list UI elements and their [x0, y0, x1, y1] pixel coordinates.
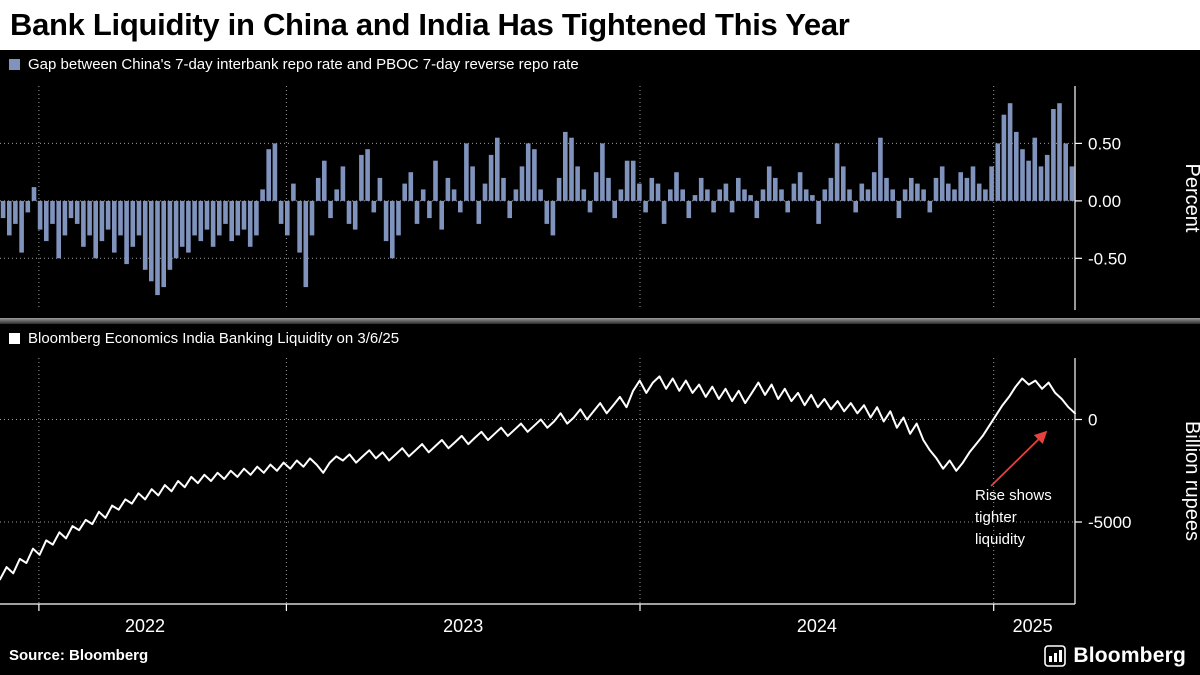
title-bar: Bank Liquidity in China and India Has Ti…: [0, 0, 1200, 50]
x-tick-label: 2025: [1013, 616, 1053, 636]
india-liquidity-chart: 0 -5000 2022 2023 2024 2025 Billion rupees Rise…: [0, 358, 1200, 636]
annotation-arrow: [990, 430, 1048, 487]
y-tick-label: 0: [1088, 411, 1097, 430]
x-tick-label: 2024: [797, 616, 837, 636]
legend-china: Gap between China's 7-day interbank repo…: [0, 50, 1200, 78]
repo-gap-bars: [0, 103, 1075, 296]
source-attribution: Source: Bloomberg: [9, 647, 149, 664]
y-tick-label: 0.00: [1088, 192, 1121, 211]
annotation-text: tighter: [975, 509, 1017, 526]
india-series-swatch-icon: [9, 332, 20, 344]
china-repo-gap-chart: 0.50 0.00 -0.50 Percent: [0, 86, 1200, 310]
annotation-text: liquidity: [975, 531, 1026, 548]
axis-unit-label: Percent: [1181, 164, 1200, 233]
china-series-swatch-icon: [9, 58, 20, 70]
india-series-label: Bloomberg Economics India Banking Liquid…: [28, 329, 400, 347]
x-tick-label: 2023: [443, 616, 483, 636]
liquidity-line: [0, 375, 1076, 581]
page-title: Bank Liquidity in China and India Has Ti…: [10, 7, 850, 42]
y-tick-label: -5000: [1088, 513, 1131, 532]
axis-unit-label: Billion rupees: [1181, 421, 1200, 541]
panel-divider: [0, 318, 1200, 324]
bloomberg-logo: Bloomberg: [1044, 644, 1186, 668]
y-tick-label: 0.50: [1088, 134, 1121, 153]
legend-india: Bloomberg Economics India Banking Liquid…: [0, 324, 1200, 352]
bloomberg-logo-icon: [1044, 644, 1067, 667]
x-tick-label: 2022: [125, 616, 165, 636]
china-series-label: Gap between China's 7-day interbank repo…: [28, 55, 579, 73]
bloomberg-logo-text: Bloomberg: [1073, 643, 1186, 667]
annotation-text: Rise shows: [975, 487, 1052, 504]
footer: Source: Bloomberg Bloomberg: [0, 642, 1200, 675]
y-tick-label: -0.50: [1088, 249, 1127, 268]
